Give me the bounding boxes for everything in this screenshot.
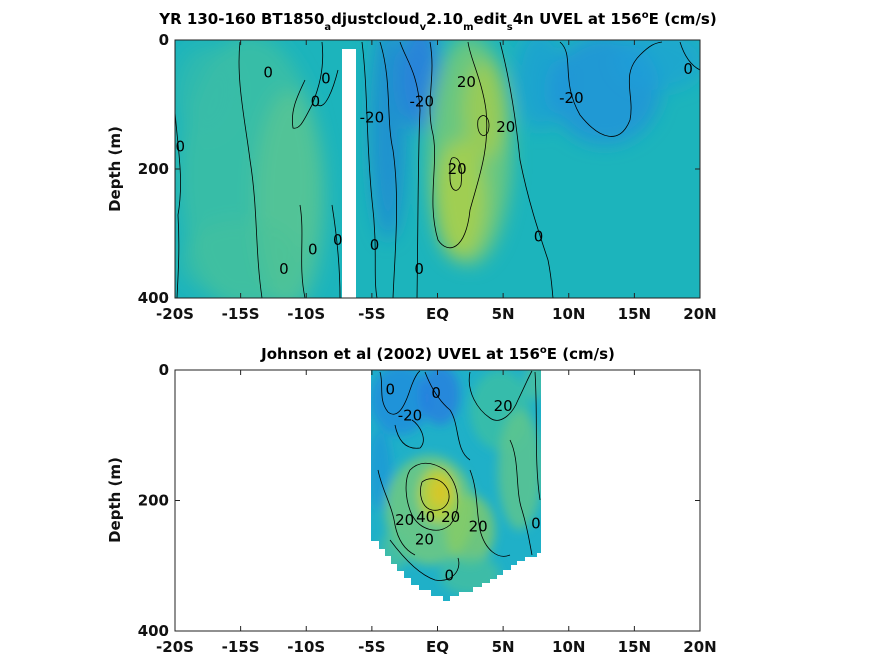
contour-label: 0 xyxy=(683,60,693,78)
contour-label: 0 xyxy=(308,241,318,259)
x-tick-label: 15N xyxy=(618,638,651,656)
x-tick-label: 10N xyxy=(552,305,585,323)
chart-title-top: YR 130-160 BT1850adjustcloudv2.10medits4… xyxy=(158,10,716,33)
contour-label: 0 xyxy=(321,70,331,88)
contour-label: -20 xyxy=(559,89,584,107)
contour-label: 0 xyxy=(431,384,441,402)
x-axis-bottom: -20S -15S -10S -5S EQ 5N 10N 15N 20N xyxy=(156,370,717,656)
x-tick-label: -5S xyxy=(358,638,385,656)
x-tick-label: -15S xyxy=(222,305,260,323)
heatmap-field-top xyxy=(175,40,700,298)
contour-label: 0 xyxy=(385,381,395,399)
contour-label: -20 xyxy=(398,407,423,425)
contour-label: 20 xyxy=(441,508,460,526)
contour-label: 0 xyxy=(414,260,424,278)
contour-label: 20 xyxy=(395,511,414,529)
heatmap-field-bottom xyxy=(371,370,541,601)
x-axis-top: -20S -15S -10S -5S EQ 5N 10N 15N 20N xyxy=(156,40,717,323)
contour-label: 0 xyxy=(311,92,321,110)
contour-label: 20 xyxy=(494,397,513,415)
contour-label: 20 xyxy=(415,531,434,549)
y-axis-label-top: Depth (m) xyxy=(106,126,124,212)
x-tick-label: -20S xyxy=(156,638,194,656)
y-tick-label: 400 xyxy=(138,289,169,307)
contour-label: 40 xyxy=(416,508,435,526)
x-tick-label: EQ xyxy=(426,638,449,656)
contour-label: 0 xyxy=(445,567,455,585)
contour-label: 20 xyxy=(457,73,476,91)
y-tick-label: 0 xyxy=(159,361,169,379)
x-tick-label: 20N xyxy=(683,638,716,656)
contour-label: 0 xyxy=(534,228,544,246)
x-tick-label: -5S xyxy=(358,305,385,323)
contour-label: 20 xyxy=(469,518,488,536)
y-axis-label-bottom: Depth (m) xyxy=(106,457,124,543)
panel-top: YR 130-160 BT1850adjustcloudv2.10medits4… xyxy=(106,10,717,323)
x-tick-label: -10S xyxy=(287,638,325,656)
y-tick-label: 0 xyxy=(159,31,169,49)
contour-label: 0 xyxy=(333,231,343,249)
contour-lines-top xyxy=(175,41,700,298)
x-tick-label: -10S xyxy=(287,305,325,323)
contour-label: -20 xyxy=(360,108,385,126)
x-tick-label: EQ xyxy=(426,305,449,323)
contour-label: 0 xyxy=(370,236,380,254)
x-tick-label: 15N xyxy=(618,305,651,323)
y-tick-label: 200 xyxy=(138,492,169,510)
contour-label: -20 xyxy=(410,92,435,110)
contour-lines-bottom xyxy=(377,370,541,581)
contour-label: 20 xyxy=(496,118,515,136)
contour-label: 0 xyxy=(263,63,273,81)
contour-label: 0 xyxy=(531,514,541,532)
y-tick-label: 200 xyxy=(138,160,169,178)
chart-title-bottom: Johnson et al (2002) UVEL at 156oE (cm/s… xyxy=(260,345,615,363)
contour-label: 20 xyxy=(448,160,467,178)
x-tick-label: 5N xyxy=(492,305,515,323)
x-tick-label: 10N xyxy=(552,638,585,656)
x-tick-label: 20N xyxy=(683,305,716,323)
panel-bottom: Johnson et al (2002) UVEL at 156oE (cm/s… xyxy=(106,345,717,656)
x-tick-label: -15S xyxy=(222,638,260,656)
y-tick-label: 400 xyxy=(138,622,169,640)
contour-label: 0 xyxy=(279,260,289,278)
contour-label: 0 xyxy=(175,137,185,155)
x-tick-label: 5N xyxy=(492,638,515,656)
x-tick-label: -20S xyxy=(156,305,194,323)
